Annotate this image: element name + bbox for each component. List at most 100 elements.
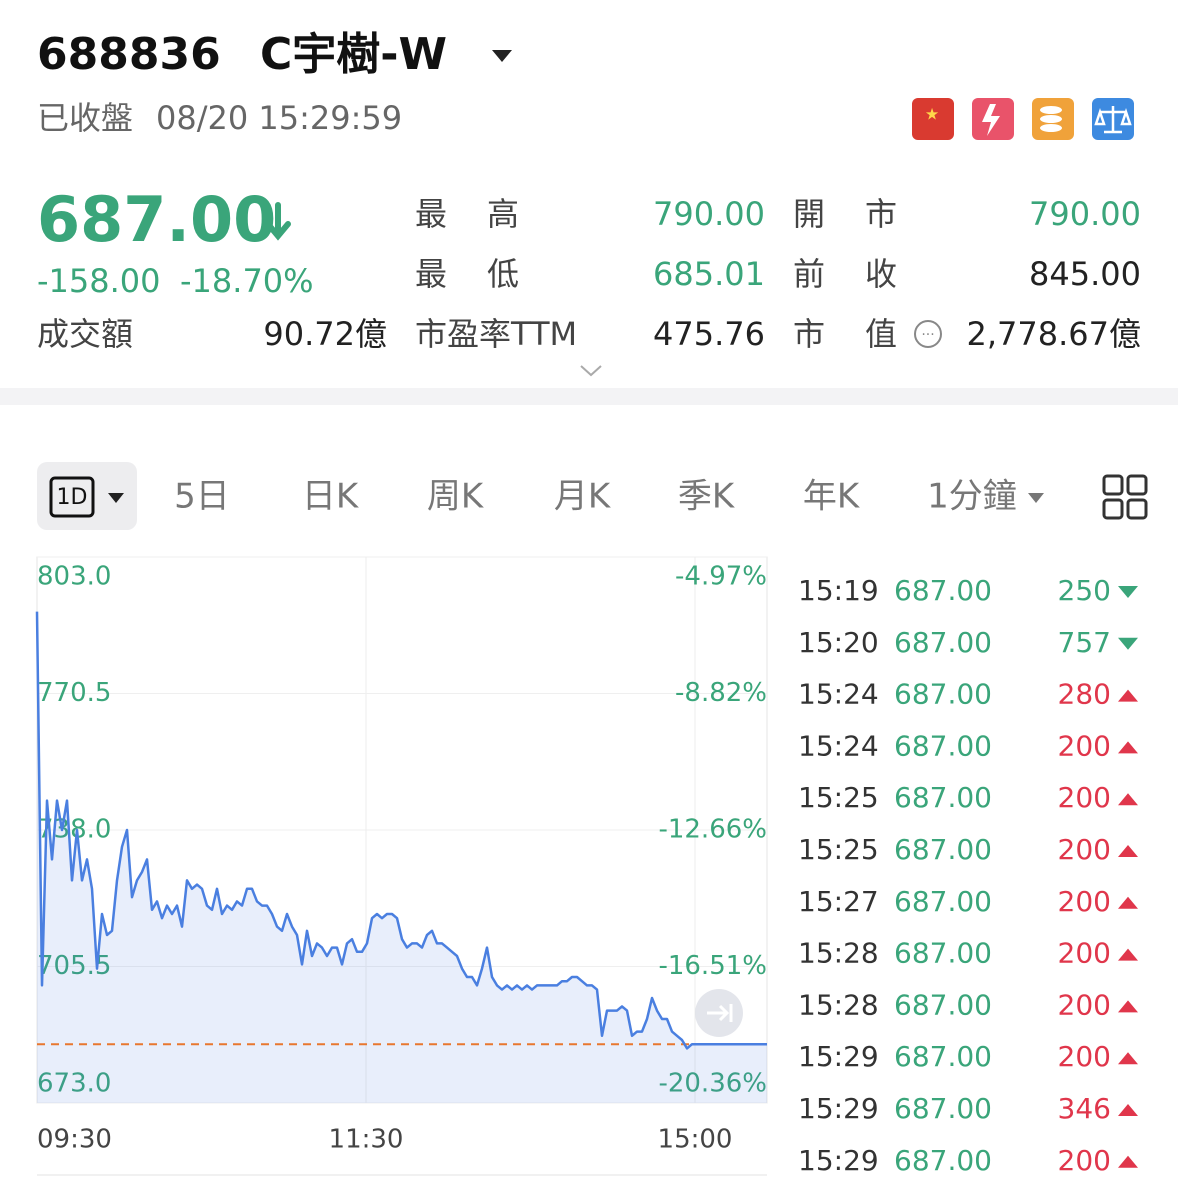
jump-icon — [707, 1004, 733, 1022]
y2-tick-label: -20.36% — [658, 1069, 767, 1099]
trade-time: 15:24 — [798, 678, 879, 711]
tab[interactable]: 1D — [57, 485, 88, 510]
trade-price: 687.00 — [894, 1040, 992, 1073]
stat-value: 685.01 — [653, 255, 765, 293]
trade-time: 15:28 — [798, 937, 879, 970]
trade-direction — [1118, 793, 1138, 806]
trade-direction — [1118, 637, 1138, 650]
trade-price: 687.00 — [894, 1092, 992, 1125]
trade-volume: 280 — [1058, 678, 1111, 711]
trade-direction — [1118, 586, 1138, 598]
trade-price: 687.00 — [894, 833, 992, 866]
trade-volume: 346 — [1058, 1092, 1111, 1125]
x-tick-label: 15:00 — [658, 1125, 733, 1155]
trade-direction — [1118, 689, 1138, 702]
trade-volume: 200 — [1058, 833, 1111, 866]
layout-icon[interactable] — [1102, 474, 1148, 520]
coin-icon — [1040, 124, 1062, 132]
stat-value: 790.00 — [1029, 195, 1141, 233]
price-change-pct: -18.70% — [180, 262, 314, 300]
dropdown-icon — [108, 493, 124, 503]
scale-icon — [1094, 106, 1132, 134]
coin-icon — [1040, 106, 1062, 114]
stat-label: 成交額 — [37, 315, 133, 353]
stat-value: 2,778.67億 — [966, 315, 1141, 353]
y-tick-label: 770.5 — [37, 678, 111, 708]
y2-tick-label: -4.97% — [675, 562, 767, 592]
trade-direction — [1118, 1155, 1138, 1168]
stock-code: 688836 — [37, 29, 221, 80]
y2-tick-label: -16.51% — [658, 951, 767, 981]
trade-time: 15:29 — [798, 1144, 879, 1177]
tab[interactable]: 月K — [554, 477, 612, 517]
dropdown-icon[interactable] — [492, 50, 512, 62]
trade-time: 15:27 — [798, 885, 879, 918]
trade-volume: 757 — [1058, 626, 1111, 659]
separator — [0, 388, 1178, 405]
trade-direction — [1118, 741, 1138, 754]
tab[interactable]: 年K — [803, 477, 861, 517]
trade-price: 687.00 — [894, 988, 992, 1021]
trade-direction — [1118, 896, 1138, 909]
trade-direction — [1118, 1104, 1138, 1116]
trade-time: 15:24 — [798, 729, 879, 762]
trade-price: 687.00 — [894, 1144, 992, 1177]
trade-price: 687.00 — [894, 781, 992, 814]
stat-label: 市值 — [793, 315, 897, 353]
trade-price: 687.00 — [894, 729, 992, 762]
flag-star: ★ — [925, 105, 939, 124]
stock-name[interactable]: C宇樹-W — [260, 29, 447, 80]
stat-value: 845.00 — [1029, 255, 1141, 293]
area — [37, 611, 767, 1103]
trade-price: 687.00 — [894, 678, 992, 711]
trade-direction — [1118, 1000, 1138, 1013]
trade-volume: 200 — [1058, 1040, 1111, 1073]
y2-tick-label: -8.82% — [675, 678, 767, 708]
expand-icon[interactable] — [580, 365, 602, 377]
trade-time: 15:25 — [798, 833, 879, 866]
tab-box — [49, 476, 95, 518]
trade-time: 15:28 — [798, 988, 879, 1021]
trade-price: 687.00 — [894, 626, 992, 659]
y2-tick-label: -12.66% — [658, 814, 767, 844]
down-arrow — [265, 202, 291, 241]
tab[interactable]: 5日 — [174, 477, 230, 517]
bolt-icon — [982, 104, 1000, 136]
trade-direction — [1118, 1052, 1138, 1065]
trade-volume: 200 — [1058, 781, 1111, 814]
stat-value: 90.72億 — [263, 315, 387, 353]
price-change: -158.00 — [37, 262, 161, 300]
stat-label: 開市 — [793, 195, 897, 233]
tab[interactable]: 季K — [678, 477, 736, 517]
tab[interactable]: 周K — [427, 477, 485, 517]
trade-time: 15:19 — [798, 574, 879, 607]
trade-volume: 200 — [1058, 729, 1111, 762]
y-tick-label: 673.0 — [37, 1069, 111, 1099]
trade-volume: 200 — [1058, 988, 1111, 1021]
trade-price: 687.00 — [894, 574, 992, 607]
flag-badge[interactable] — [912, 98, 954, 140]
stat-label: 前收 — [793, 255, 897, 293]
more-icon[interactable] — [914, 320, 942, 348]
trade-price: 687.00 — [894, 885, 992, 918]
coin-icon — [1040, 115, 1062, 123]
trade-volume: 200 — [1058, 1144, 1111, 1177]
tab[interactable]: 1分鐘 — [927, 477, 1017, 517]
stat-value: 790.00 — [653, 195, 765, 233]
x-tick-label: 09:30 — [37, 1125, 112, 1155]
stat-label: 市盈率TTM — [415, 315, 577, 353]
stat-label: 最低 — [415, 255, 519, 293]
trade-time: 15:25 — [798, 781, 879, 814]
trade-price: 687.00 — [894, 937, 992, 970]
tab[interactable]: 日K — [302, 477, 360, 517]
trade-time: 15:29 — [798, 1040, 879, 1073]
dropdown-icon[interactable] — [1028, 493, 1044, 503]
trade-time: 15:20 — [798, 626, 879, 659]
last-price: 687.00 — [37, 183, 276, 256]
trade-direction — [1118, 845, 1138, 857]
x-tick-label: 11:30 — [329, 1125, 404, 1155]
market-status: 已收盤 — [37, 99, 133, 137]
trade-volume: 250 — [1058, 574, 1111, 607]
trade-volume: 200 — [1058, 885, 1111, 918]
